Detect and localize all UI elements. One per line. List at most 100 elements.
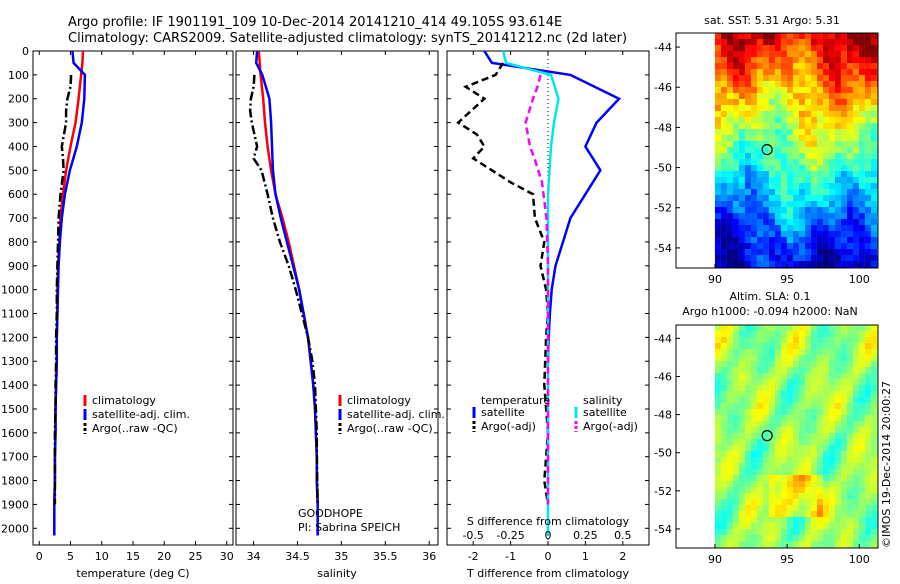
sst_map-cell [864, 39, 871, 45]
sla_map-ytick-label: -46 [654, 370, 672, 383]
sla_map-cell [780, 475, 787, 481]
sla_map-cell [804, 361, 811, 367]
sst_map-cell [810, 75, 817, 81]
sst_map-cell [834, 231, 841, 237]
sst_map-cell [870, 207, 877, 213]
difference-xtick-label: -1 [505, 550, 516, 563]
sla_map-cell [780, 409, 787, 415]
salinity-xtick-label: 34 [247, 550, 261, 563]
sst_map-cell [846, 177, 853, 183]
sst_map-cell [798, 75, 805, 81]
sla_map-cell [750, 355, 757, 361]
sla_map-cell [840, 337, 847, 343]
sla_map-cell [774, 337, 781, 343]
sla_map-cell [798, 451, 805, 457]
sst_map-cell [852, 171, 859, 177]
sst_map-cell [858, 63, 865, 69]
sla_map-cell [822, 379, 829, 385]
sst_map-cell [714, 99, 721, 105]
sst_map-cell [798, 45, 805, 51]
sst_map-cell [738, 219, 745, 225]
sst_map-cell [846, 201, 853, 207]
sla_map-cell [720, 337, 727, 343]
sst_map-cell [870, 255, 877, 261]
sla_map-cell [720, 403, 727, 409]
sla_map-cell [744, 385, 751, 391]
sst_map-cell [786, 219, 793, 225]
sst_map-cell [810, 189, 817, 195]
sst_map-cell [714, 123, 721, 129]
sst_map-cell [804, 189, 811, 195]
sla_map-cell [876, 397, 878, 403]
sla_map-cell [714, 505, 721, 511]
sla_map-cell [768, 439, 775, 445]
sst_map-cell [804, 87, 811, 93]
sst_map-cell [810, 255, 817, 261]
difference-temperature-legend-label: Argo(-adj) [481, 420, 536, 433]
sla_map-cell [762, 421, 769, 427]
sst_map-cell [726, 147, 733, 153]
sst_map-cell [720, 123, 727, 129]
sla_map-cell [864, 511, 871, 517]
sst_map-cell [786, 33, 793, 39]
sst_map-cell [804, 231, 811, 237]
sla_map-cell [786, 481, 793, 487]
sla_map-cell [864, 541, 871, 547]
sla_map-cell [822, 439, 829, 445]
sla_map-cell [828, 397, 835, 403]
sst_map-cell [780, 225, 787, 231]
sst_map-cell [804, 195, 811, 201]
sla_map-cell [714, 451, 721, 457]
sst_map-cell [786, 99, 793, 105]
sst_map-cell [810, 261, 817, 267]
sla_map-cell [726, 529, 733, 535]
sla_map-cell [792, 403, 799, 409]
sla_map-cell [744, 445, 751, 451]
sst_map-cell [738, 39, 745, 45]
sst_map-cell [846, 195, 853, 201]
sst_map-cell [780, 147, 787, 153]
sla_map-cell [822, 433, 829, 439]
sla_map-cell [798, 469, 805, 475]
difference-top-label: S difference from climatology [467, 515, 630, 528]
sla_map-cell [870, 499, 877, 505]
sla_map-cell [792, 451, 799, 457]
sla_map-cell [858, 343, 865, 349]
sla_map-cell [876, 391, 878, 397]
sst_map-cell [732, 219, 739, 225]
sla_map-cell [822, 367, 829, 373]
sla_map-cell [792, 505, 799, 511]
sst_map-cell [720, 183, 727, 189]
sla_map-cell [762, 367, 769, 373]
sst_map-cell [840, 231, 847, 237]
sst_map-cell [810, 105, 817, 111]
sst_map-cell [846, 171, 853, 177]
sla_map-cell [786, 511, 793, 517]
sst_map-cell [762, 195, 769, 201]
sla_map-cell [756, 445, 763, 451]
sla_map-cell [714, 475, 721, 481]
sst_map-cell [726, 117, 733, 123]
sst_map-cell [858, 123, 865, 129]
sst_map-cell [858, 189, 865, 195]
sla_map-cell [792, 349, 799, 355]
sla_map-cell [726, 499, 733, 505]
sla_map-cell [846, 367, 853, 373]
sla_map-cell [720, 487, 727, 493]
sst_map-cell [804, 33, 811, 39]
sla_map-cell [804, 415, 811, 421]
sst_map-cell [714, 249, 721, 255]
sst_map-cell [720, 165, 727, 171]
sla_map-cell [756, 481, 763, 487]
sst_map-cell [786, 213, 793, 219]
sst_map-cell [714, 207, 721, 213]
sst_map-cell [858, 243, 865, 249]
sla_map-cell [780, 505, 787, 511]
sst_map-cell [726, 99, 733, 105]
sla_map-cell [822, 541, 829, 547]
sst_map-cell [846, 159, 853, 165]
sla_map-cell [714, 361, 721, 367]
sst_map-cell [804, 93, 811, 99]
sst_map-cell [840, 99, 847, 105]
sla_map-cell [738, 331, 745, 337]
